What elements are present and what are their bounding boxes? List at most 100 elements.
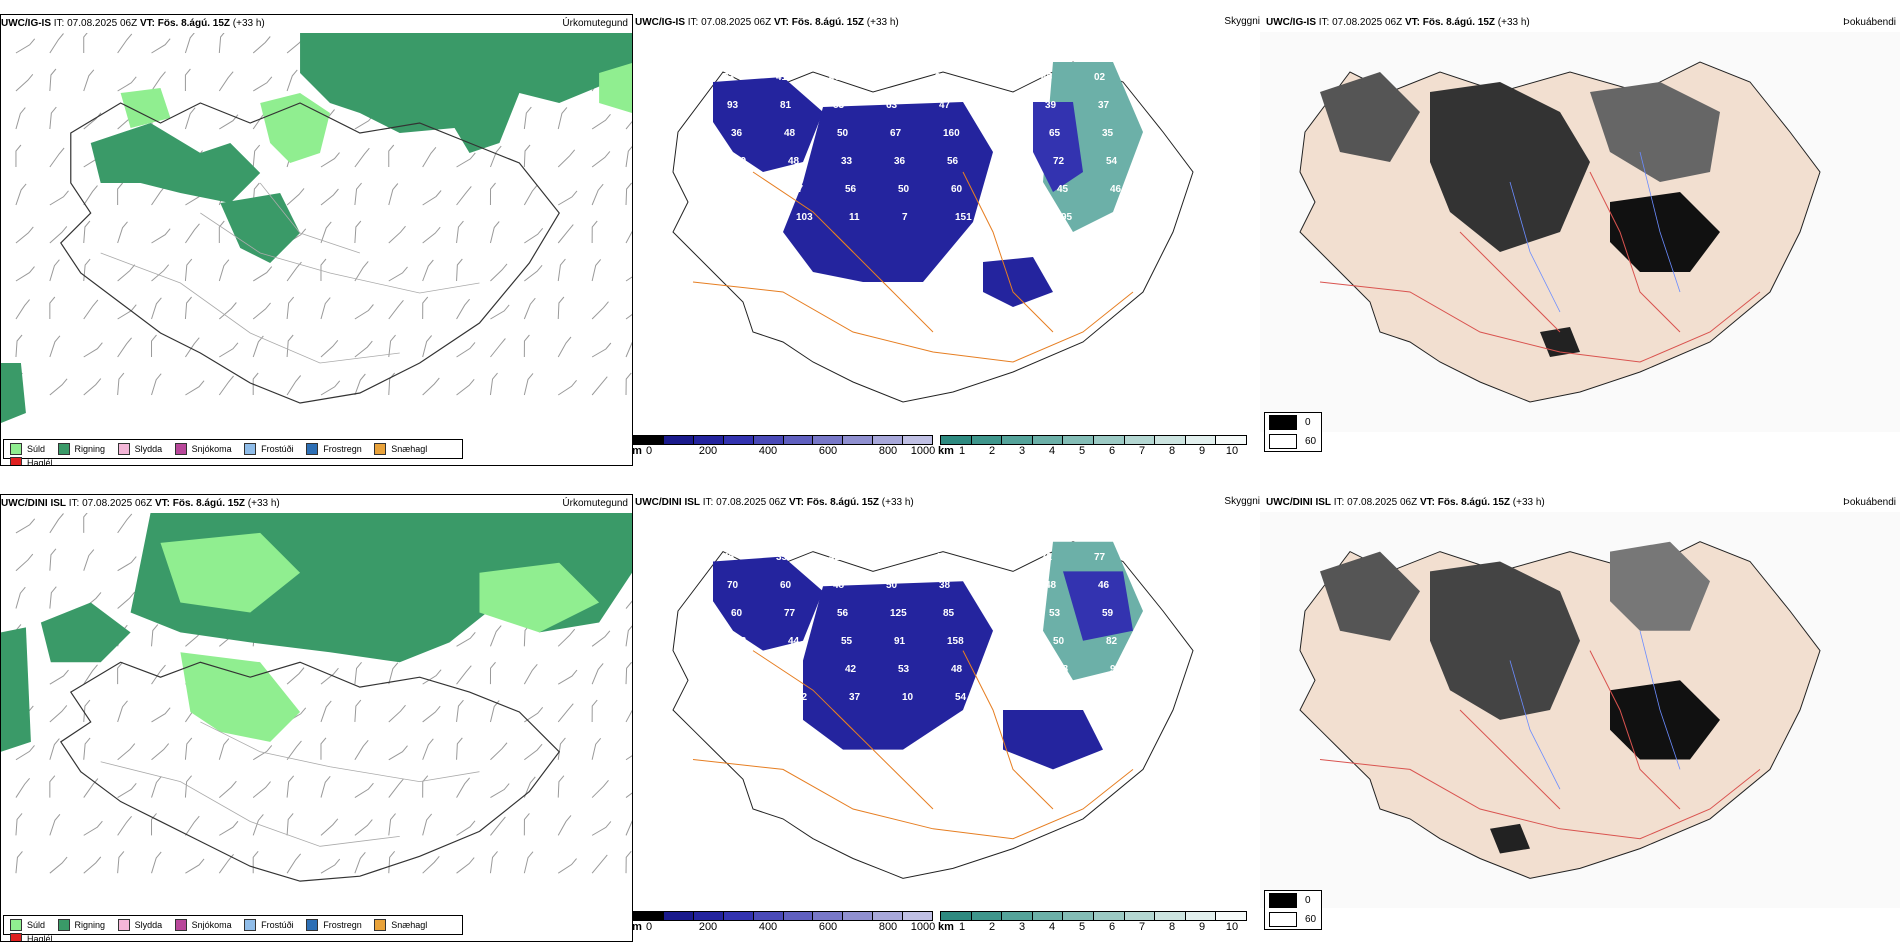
ceiling-value-label: 20: [739, 184, 751, 195]
wind-barb: [83, 699, 91, 722]
wind-barb: [218, 33, 225, 54]
wind-barb: [354, 340, 373, 358]
wind-barb: [83, 549, 95, 571]
wind-barb: [625, 850, 632, 874]
colorbar-tick: 1000: [910, 921, 936, 933]
wind-barb: [117, 743, 136, 761]
wind-barb: [320, 700, 332, 723]
road-lines: [100, 182, 480, 364]
legend-swatch: [306, 443, 319, 455]
colorbar-tick: 5: [1078, 921, 1086, 933]
wind-barb: [252, 335, 264, 358]
wind-barb: [524, 743, 543, 761]
ceiling-value-label: 42: [845, 664, 857, 675]
legend-swatch: [117, 443, 130, 455]
wind-barb: [456, 258, 463, 282]
panel-type-label: Úrkomutegund: [562, 498, 628, 509]
fog-legend-item: 0: [1265, 413, 1321, 432]
ceiling-value-label: 63: [886, 100, 898, 111]
wind-barb: [591, 854, 608, 874]
precip-map-1: [1, 33, 632, 433]
wind-barb: [625, 661, 632, 685]
wind-barb: [49, 705, 68, 723]
colorbar-tick: 0: [645, 445, 653, 457]
wind-barb: [557, 737, 566, 760]
ceiling-value-label: 56: [792, 664, 804, 675]
ceiling-value-label: 48: [1045, 580, 1057, 591]
wind-barb: [151, 707, 171, 723]
wind-barb: [184, 258, 193, 282]
legend-label: Haglél: [27, 458, 53, 466]
wind-barb: [524, 227, 544, 244]
wind-barb: [252, 781, 271, 798]
wind-barb: [625, 600, 632, 609]
colorbar-tick: 3: [1018, 921, 1026, 933]
wind-barb: [117, 221, 128, 244]
wind-barb: [490, 816, 506, 836]
colorbar-tick: 0: [645, 921, 653, 933]
precip-drizzle-area: [120, 88, 171, 128]
colorbar-tick: 10: [1225, 921, 1239, 933]
legend-swatch: [174, 919, 187, 931]
ceiling-value-label: 60: [951, 184, 963, 195]
wind-barb: [83, 856, 102, 874]
ceiling-map-svg: [672, 61, 1194, 403]
wind-barb: [489, 661, 496, 685]
legend-swatch: [10, 919, 22, 931]
ceiling-map-svg: [672, 541, 1194, 879]
fog-dense-area: [1610, 541, 1710, 631]
lead-time: (+33 h): [866, 17, 899, 28]
wind-barb: [15, 518, 36, 534]
wind-barb: [557, 815, 572, 836]
colorbar-tick: 4: [1048, 921, 1056, 933]
precip-drizzle-area: [160, 532, 301, 613]
wind-barb: [286, 69, 298, 92]
ceiling-value-label: 85: [1041, 72, 1053, 83]
wind-barb: [286, 261, 302, 282]
wind-barb: [218, 780, 237, 798]
wind-barb: [557, 628, 576, 647]
ceiling-value-label: 42: [1000, 156, 1012, 167]
wind-barb: [219, 342, 239, 358]
ceiling-value-label: 10: [902, 692, 914, 703]
colorbar-tick: 1: [958, 921, 966, 933]
wind-barb: [523, 813, 530, 836]
wind-barb: [591, 151, 611, 168]
wind-barb: [117, 661, 123, 685]
legend-swatch: [174, 443, 187, 455]
fog-legend-value: 0: [1305, 895, 1311, 906]
wind-barb: [354, 819, 373, 836]
wind-barb: [320, 339, 339, 358]
wind-barb: [591, 737, 602, 760]
ceiling-colorbar-ticks: m 0 200 400 600 800 1000: [633, 921, 936, 935]
wind-barb: [625, 755, 632, 761]
wind-barb: [252, 372, 259, 395]
precip-map-2: [1, 513, 632, 911]
wind-barb: [524, 264, 543, 282]
ceiling-value-label: 37: [1098, 100, 1110, 111]
ceiling-value-label: 77: [784, 608, 796, 619]
wind-barb: [49, 68, 57, 92]
ceiling-value-label: 41: [776, 72, 788, 83]
wind-barb: [456, 186, 472, 206]
wind-barb: [185, 223, 200, 244]
wind-barb: [218, 71, 234, 92]
wind-barb: [83, 778, 99, 798]
precip-rain-area: [90, 123, 261, 203]
wind-barb: [184, 737, 193, 760]
wind-barb: [422, 259, 434, 282]
legend-label: Slydda: [134, 920, 163, 930]
ceiling-value-label: 33: [841, 156, 853, 167]
wind-barb: [625, 820, 632, 836]
fog-dense-area: [1610, 192, 1720, 272]
wind-barb: [320, 858, 341, 874]
ceiling-value-label: 72: [1053, 156, 1065, 167]
wind-barb: [422, 669, 442, 685]
ceiling-value-label: 160: [943, 128, 960, 139]
panel-type-label: Þokuábendi: [1843, 17, 1896, 28]
ceiling-colorbar-1: m 0 200 400 600 800 1000: [633, 435, 935, 459]
legend-item: Snæhagl: [374, 919, 427, 931]
colorbar-tick: 6: [1108, 921, 1116, 933]
wind-barb: [456, 820, 476, 836]
ceiling-value-label: 59: [735, 156, 747, 167]
